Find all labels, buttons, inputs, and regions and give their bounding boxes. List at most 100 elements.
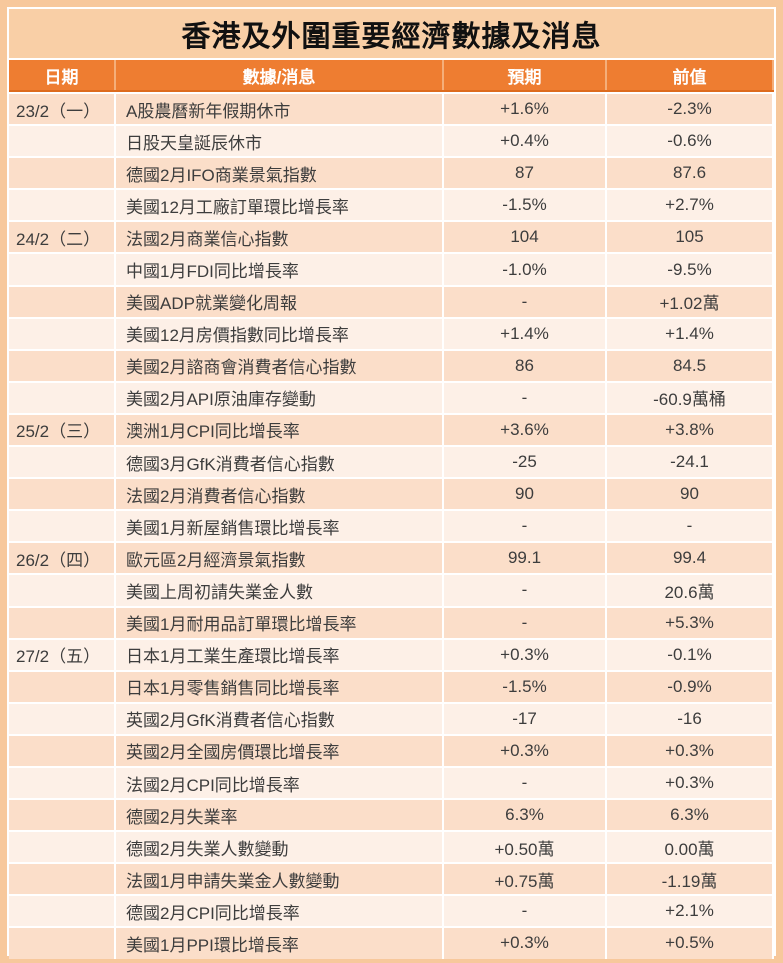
- expected-cell: -: [444, 575, 605, 606]
- previous-cell: +1.02萬: [607, 286, 772, 317]
- item-cell: 德國3月GfK消費者信心指數: [116, 447, 442, 478]
- date-cell: [9, 928, 114, 959]
- previous-cell: -0.9%: [607, 671, 772, 702]
- item-cell: 德國2月失業率: [116, 800, 442, 831]
- previous-cell: -60.9萬桶: [607, 382, 772, 413]
- date-cell: [9, 896, 114, 927]
- item-cell: 美國1月耐用品訂單環比增長率: [116, 607, 442, 638]
- item-cell: 日本1月工業生產環比增長率: [116, 639, 442, 670]
- item-cell: A股農曆新年假期休市: [116, 94, 442, 125]
- date-cell: [9, 511, 114, 542]
- date-cell: [9, 479, 114, 510]
- date-cell: [9, 607, 114, 638]
- date-cell: [9, 190, 114, 221]
- item-cell: 澳洲1月CPI同比增長率: [116, 414, 442, 446]
- expected-cell: -: [444, 382, 605, 413]
- expected-cell: 104: [444, 222, 605, 253]
- item-cell: 法國2月商業信心指數: [116, 222, 442, 253]
- previous-cell: +2.7%: [607, 190, 772, 221]
- previous-cell: -16: [607, 703, 772, 734]
- date-cell: [9, 864, 114, 895]
- column-header-previous: 前值: [607, 60, 772, 90]
- item-cell: 英國2月全國房價環比增長率: [116, 735, 442, 766]
- date-cell: [9, 447, 114, 478]
- item-cell: 德國2月失業人數變動: [116, 832, 442, 863]
- item-cell: 日本1月零售銷售同比增長率: [116, 671, 442, 702]
- date-cell: [9, 832, 114, 863]
- date-cell: [9, 800, 114, 831]
- previous-cell: +5.3%: [607, 607, 772, 638]
- expected-cell: +0.50萬: [444, 832, 605, 863]
- expected-cell: +1.4%: [444, 318, 605, 349]
- item-cell: 美國2月API原油庫存變動: [116, 382, 442, 413]
- expected-cell: +0.3%: [444, 928, 605, 959]
- expected-cell: 99.1: [444, 543, 605, 574]
- expected-cell: 87: [444, 158, 605, 189]
- date-cell: [9, 158, 114, 189]
- date-cell: [9, 382, 114, 413]
- expected-cell: +0.4%: [444, 126, 605, 157]
- item-cell: 中國1月FDI同比增長率: [116, 254, 442, 285]
- item-cell: 歐元區2月經濟景氣指數: [116, 543, 442, 574]
- previous-cell: +0.5%: [607, 928, 772, 959]
- date-cell: [9, 671, 114, 702]
- expected-cell: -17: [444, 703, 605, 734]
- previous-cell: 99.4: [607, 543, 772, 574]
- previous-cell: +2.1%: [607, 896, 772, 927]
- date-cell: [9, 735, 114, 766]
- previous-cell: -1.19萬: [607, 864, 772, 895]
- previous-cell: +0.3%: [607, 767, 772, 799]
- date-cell: [9, 703, 114, 734]
- date-cell: [9, 254, 114, 285]
- previous-cell: +0.3%: [607, 735, 772, 766]
- item-cell: 美國1月PPI環比增長率: [116, 928, 442, 959]
- item-cell: 日股天皇誕辰休市: [116, 126, 442, 157]
- item-cell: 美國12月工廠訂單環比增長率: [116, 190, 442, 221]
- expected-cell: -: [444, 896, 605, 927]
- column-header-item: 數據/消息: [116, 60, 442, 90]
- table-title-bar: 香港及外圍重要經濟數據及消息: [9, 9, 774, 58]
- previous-cell: +3.8%: [607, 414, 772, 446]
- expected-cell: +3.6%: [444, 414, 605, 446]
- item-cell: 法國1月申請失業金人數變動: [116, 864, 442, 895]
- item-cell: 德國2月IFO商業景氣指數: [116, 158, 442, 189]
- expected-cell: -: [444, 511, 605, 542]
- date-cell: 24/2（二）: [9, 222, 114, 253]
- item-cell: 美國12月房價指數同比增長率: [116, 318, 442, 349]
- previous-cell: -9.5%: [607, 254, 772, 285]
- table-container: 香港及外圍重要經濟數據及消息 日期 數據/消息 預期 前值 23/2（一） A股…: [7, 7, 776, 959]
- item-cell: 美國上周初請失業金人數: [116, 575, 442, 606]
- page-title: 香港及外圍重要經濟數據及消息: [181, 20, 602, 53]
- previous-cell: 0.00萬: [607, 832, 772, 863]
- date-cell: [9, 575, 114, 606]
- previous-cell: 90: [607, 479, 772, 510]
- item-cell: 英國2月GfK消費者信心指數: [116, 703, 442, 734]
- expected-cell: +0.75萬: [444, 864, 605, 895]
- date-cell: [9, 126, 114, 157]
- item-cell: 法國2月消費者信心指數: [116, 479, 442, 510]
- previous-cell: 84.5: [607, 350, 772, 381]
- expected-cell: +0.3%: [444, 639, 605, 670]
- expected-cell: -: [444, 607, 605, 638]
- previous-cell: 6.3%: [607, 800, 772, 831]
- previous-cell: -2.3%: [607, 94, 772, 125]
- previous-cell: 87.6: [607, 158, 772, 189]
- item-cell: 美國ADP就業變化周報: [116, 286, 442, 317]
- column-header-date: 日期: [9, 60, 114, 90]
- previous-cell: -: [607, 511, 772, 542]
- expected-cell: 86: [444, 350, 605, 381]
- expected-cell: 90: [444, 479, 605, 510]
- previous-cell: +1.4%: [607, 318, 772, 349]
- previous-cell: -0.6%: [607, 126, 772, 157]
- date-cell: 25/2（三）: [9, 414, 114, 446]
- item-cell: 美國1月新屋銷售環比增長率: [116, 511, 442, 542]
- expected-cell: -1.5%: [444, 190, 605, 221]
- expected-cell: -: [444, 286, 605, 317]
- expected-cell: +0.3%: [444, 735, 605, 766]
- date-cell: [9, 767, 114, 799]
- expected-cell: -: [444, 767, 605, 799]
- item-cell: 法國2月CPI同比增長率: [116, 767, 442, 799]
- previous-cell: 105: [607, 222, 772, 253]
- previous-cell: 20.6萬: [607, 575, 772, 606]
